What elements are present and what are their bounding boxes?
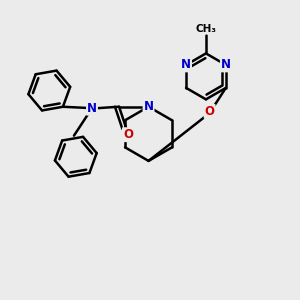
Text: N: N [181, 58, 191, 71]
Text: O: O [123, 128, 133, 141]
Text: N: N [87, 102, 97, 115]
Text: N: N [143, 100, 154, 113]
Text: CH₃: CH₃ [195, 24, 216, 34]
Text: O: O [205, 105, 214, 118]
Text: N: N [221, 58, 231, 71]
